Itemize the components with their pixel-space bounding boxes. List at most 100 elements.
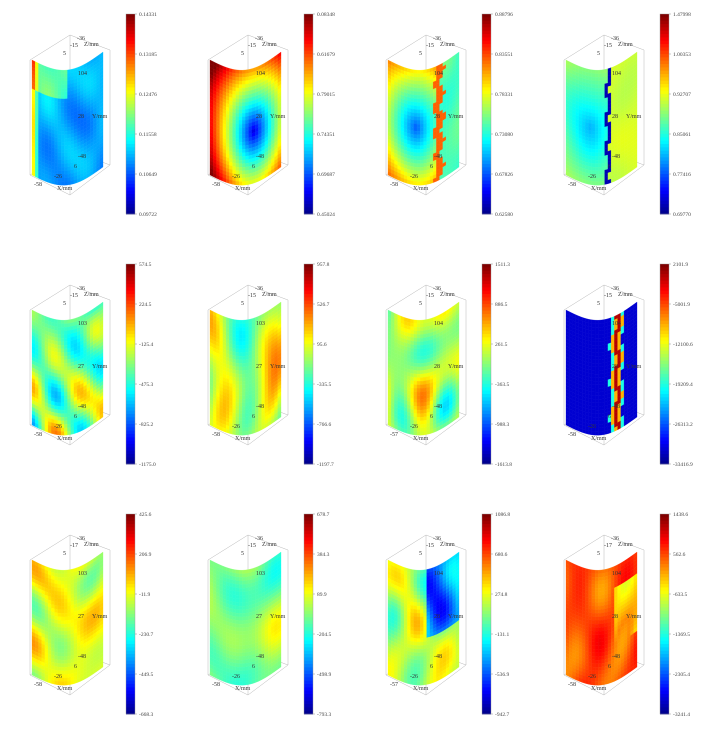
surface-cell: [235, 98, 240, 103]
surface-cell: [416, 105, 421, 110]
surface-cell: [229, 179, 233, 185]
surface-cell: [60, 337, 65, 342]
surface-cell: [67, 101, 71, 107]
surface-cell: [67, 137, 71, 143]
surface-cell: [413, 148, 418, 153]
colorbar-step: [126, 417, 135, 422]
surface-cell: [60, 80, 65, 85]
colorbar-step: [482, 110, 491, 115]
surface-cell: [242, 323, 246, 328]
colorbar-step: [482, 147, 491, 152]
surface-cell: [594, 70, 599, 74]
surface-cell: [60, 409, 65, 414]
colorbar-step: [304, 410, 313, 415]
surface-cell: [57, 91, 62, 96]
colorbar-step: [126, 17, 135, 22]
surface-cell: [64, 145, 68, 150]
colorbar-tick-label: 0.92707: [673, 92, 691, 98]
surface-cell: [235, 80, 240, 85]
colorbar-step: [304, 454, 313, 458]
surface-cell: [598, 87, 602, 92]
surface-cell: [591, 181, 596, 186]
surface-cell: [64, 170, 68, 175]
surface-cell: [598, 102, 602, 107]
surface-cell: [245, 87, 249, 92]
surface-cell: [598, 152, 602, 157]
surface-cell: [591, 134, 596, 139]
surface-cell: [598, 112, 602, 118]
colorbar-step: [304, 47, 313, 52]
surface-cell: [64, 416, 68, 422]
colorbar-step: [304, 117, 313, 122]
frame-line: [385, 34, 427, 61]
surface-cell: [238, 80, 243, 85]
surface-cell: [235, 141, 240, 146]
z-tick-label: -36: [255, 36, 263, 42]
colorbar-step: [126, 14, 135, 18]
surface-cell: [67, 326, 71, 331]
x-tick-label: -58: [34, 182, 42, 188]
surface-cell: [245, 105, 249, 110]
colorbar-step: [660, 124, 669, 128]
surface-cell: [423, 130, 427, 135]
surface-cell: [238, 127, 243, 132]
colorbar-tick-label: 0.79015: [317, 92, 335, 98]
surface-cell: [413, 152, 418, 157]
x-tick-label: -26: [54, 174, 62, 180]
colorbar-step: [304, 307, 313, 312]
surface-cell: [238, 363, 243, 368]
colorbar-step: [304, 114, 313, 118]
surface-cell: [60, 402, 65, 407]
surface-cell: [57, 73, 62, 78]
surface-cell: [67, 423, 71, 428]
surface-cell: [601, 101, 605, 107]
colorbar-step: [304, 460, 313, 465]
y-tick-label: -48: [256, 154, 264, 160]
surface-cell: [601, 72, 605, 78]
colorbar-border: [481, 13, 492, 215]
frame-line: [29, 424, 71, 446]
surface-cell: [598, 116, 602, 121]
colorbar-step: [660, 160, 669, 165]
surface-cell: [423, 72, 427, 78]
colorbar-step: [126, 37, 135, 42]
surface-cell: [407, 179, 411, 185]
surface-cell: [242, 174, 246, 179]
surface-cell: [60, 123, 65, 128]
surface-cell: [591, 69, 596, 74]
colorbar-step: [126, 47, 135, 52]
surface-cell: [423, 69, 427, 74]
surface-cell: [242, 94, 246, 100]
colorbar-tick-label: 0.61679: [317, 52, 335, 58]
surface-cell: [238, 323, 243, 328]
colorbar-step: [304, 180, 313, 185]
colorbar-step: [660, 204, 669, 208]
surface-cell: [67, 401, 71, 407]
surface-cell: [591, 119, 596, 125]
surface-cell: [420, 145, 424, 150]
colorbar-step: [304, 127, 313, 132]
surface-cell: [601, 90, 605, 96]
colorbar-step: [304, 357, 313, 362]
surface-cell: [235, 377, 240, 382]
colorbar-step: [482, 120, 491, 125]
surface-cell: [423, 94, 427, 99]
surface-cell: [60, 95, 65, 100]
surface-cell: [235, 69, 240, 74]
surface-cell: [64, 359, 68, 364]
surface-cell: [60, 91, 65, 96]
colorbar-step: [482, 194, 491, 198]
colorbar-step: [482, 57, 491, 62]
surface-cell: [67, 148, 71, 153]
surface-cell: [67, 144, 71, 150]
x-tick-label: -58: [34, 432, 42, 438]
surface-cell: [235, 159, 240, 164]
surface-cell: [60, 149, 65, 154]
colorbar-step: [304, 444, 313, 448]
surface-cell: [60, 320, 65, 324]
colorbar-step: [126, 144, 135, 148]
surface-cell: [242, 348, 246, 353]
colorbar-step: [126, 377, 135, 382]
surface-cell: [416, 109, 421, 114]
colorbar-step: [304, 380, 313, 385]
